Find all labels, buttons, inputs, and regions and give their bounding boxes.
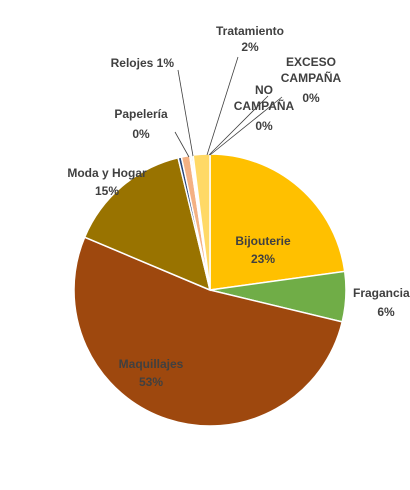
label-exceso-campana-value: 0% [302, 91, 320, 105]
leader-tratamiento [206, 56, 239, 156]
label-maquillajes-value: 53% [139, 375, 163, 389]
pie-slice-maquillajes [73, 236, 344, 427]
data-labels: Tratamiento 2% EXCESO CAMPAÑA 0% Relojes… [67, 24, 410, 389]
label-bijouterie-name: Bijouterie [235, 234, 291, 248]
label-papeleria-name: Papelería [114, 107, 168, 121]
leader-lines [174, 56, 283, 158]
label-no-campana-value: 0% [255, 119, 273, 133]
label-no-campana-line2: CAMPAÑA [234, 98, 295, 113]
label-moda-hogar-name: Moda y Hogar [67, 166, 147, 180]
label-bijouterie-value: 23% [251, 252, 275, 266]
leader-relojes [177, 69, 194, 157]
label-papeleria-value: 0% [132, 127, 150, 141]
leader-papeleria [174, 131, 190, 158]
label-moda-hogar-value: 15% [95, 184, 119, 198]
leader-exceso-campana [209, 96, 283, 156]
label-fragancias-name: Fragancias [353, 286, 410, 300]
pie-slice-moda-y-hogar [83, 156, 212, 292]
label-maquillajes-name: Maquillajes [119, 357, 184, 371]
label-tratamiento-name: Tratamiento [216, 24, 284, 38]
label-exceso-campana-line1: EXCESO [286, 55, 336, 69]
pie-slices [73, 153, 347, 427]
label-fragancias-value: 6% [377, 305, 395, 319]
label-no-campana-line1: NO [255, 83, 273, 97]
pie-slice-bijouterie [209, 153, 346, 291]
leader-no-campana [208, 95, 269, 156]
label-tratamiento-value: 2% [241, 40, 259, 54]
label-relojes: Relojes 1% [111, 56, 175, 70]
label-exceso-campana-line2: CAMPAÑA [281, 70, 342, 85]
